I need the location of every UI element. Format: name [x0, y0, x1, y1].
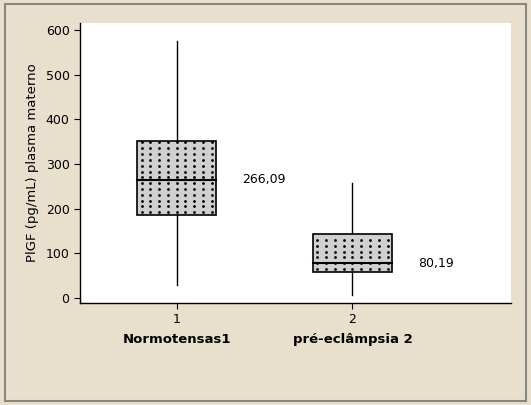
Bar	[137, 141, 216, 215]
Text: pré-eclâmpsia 2: pré-eclâmpsia 2	[293, 333, 413, 346]
Text: 80,19: 80,19	[418, 257, 454, 270]
Bar	[313, 234, 392, 272]
Text: Normotensas1: Normotensas1	[123, 333, 231, 346]
Y-axis label: PlGF (pg/mL) plasma materno: PlGF (pg/mL) plasma materno	[25, 64, 39, 262]
Text: 266,09: 266,09	[243, 173, 286, 186]
